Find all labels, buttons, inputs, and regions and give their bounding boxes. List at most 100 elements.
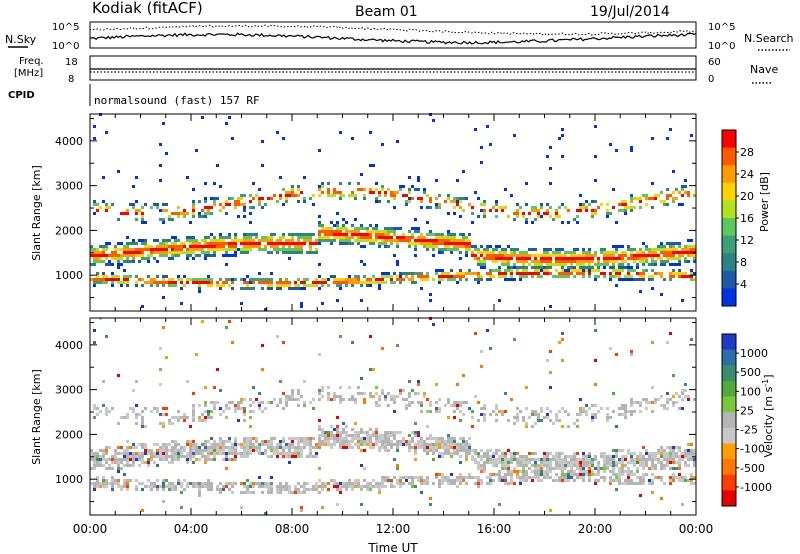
power-cell — [300, 236, 303, 239]
power-cell — [303, 287, 306, 290]
power-cell — [648, 275, 651, 278]
velocity-cell — [426, 443, 429, 446]
power-cell — [393, 191, 396, 194]
power-cell — [321, 278, 324, 281]
velocity-cell — [414, 431, 417, 434]
velocity-cell — [204, 401, 207, 404]
velocity-cell — [342, 485, 345, 488]
velocity-cell — [174, 416, 177, 419]
power-cell — [288, 281, 291, 284]
velocity-cell — [249, 437, 252, 440]
velocity-cell — [366, 440, 369, 443]
velocity-cell — [132, 443, 135, 446]
power-cell — [240, 197, 243, 200]
power-cell — [198, 281, 201, 284]
velocity-cell — [624, 407, 627, 410]
velocity-cell — [660, 452, 663, 455]
velocity-cell — [591, 404, 594, 407]
power-cell — [606, 263, 609, 266]
velocity-cell — [447, 443, 450, 446]
velocity-cell — [210, 410, 213, 413]
power-cell — [522, 251, 525, 254]
velocity-cell — [420, 491, 423, 494]
power-colorbar-tick-label: 16 — [740, 212, 754, 225]
velocity-cell — [669, 449, 672, 452]
velocity-cell — [588, 461, 591, 464]
power-cell — [543, 254, 546, 257]
velocity-cell — [336, 395, 339, 398]
power-cell — [636, 254, 639, 257]
power-cell — [627, 257, 630, 260]
power-cell — [336, 221, 339, 224]
power-cell — [336, 212, 339, 215]
power-cell — [537, 215, 540, 218]
power-cell — [672, 191, 675, 194]
velocity-cell — [267, 401, 270, 404]
power-cell — [219, 278, 222, 281]
power-cell — [426, 221, 429, 224]
velocity-cell — [609, 458, 612, 461]
power-cell — [558, 260, 561, 263]
power-cell — [678, 272, 681, 275]
power-cell — [144, 221, 147, 224]
velocity-cell — [546, 458, 549, 461]
velocity-cell — [306, 440, 309, 443]
velocity-cell — [198, 452, 201, 455]
power-cell — [612, 275, 615, 278]
velocity-cell — [684, 464, 687, 467]
velocity-cell — [603, 464, 606, 467]
power-cell — [390, 236, 393, 239]
power-cell — [282, 203, 285, 206]
velocity-cell — [615, 425, 618, 428]
velocity-cell — [630, 353, 633, 356]
power-cell — [690, 248, 693, 251]
power-cell — [564, 263, 567, 266]
power-cell — [246, 275, 249, 278]
power-cell — [483, 215, 486, 218]
velocity-cell — [642, 473, 645, 476]
velocity-cell — [126, 479, 129, 482]
power-cell — [429, 242, 432, 245]
power-cell — [375, 233, 378, 236]
velocity-cell — [426, 449, 429, 452]
power-cell — [102, 260, 105, 263]
power-cell — [393, 227, 396, 230]
velocity-cell — [195, 443, 198, 446]
power-cell — [150, 245, 153, 248]
velocity-cell — [624, 404, 627, 407]
velocity-cell — [435, 401, 438, 404]
velocity-cell — [561, 338, 564, 341]
power-cell — [246, 287, 249, 290]
power-cell — [606, 257, 609, 260]
power-cell — [204, 254, 207, 257]
power-cell — [681, 188, 684, 191]
velocity-cell — [603, 455, 606, 458]
power-cell — [621, 266, 624, 269]
power-cell — [630, 278, 633, 281]
velocity-cell — [507, 458, 510, 461]
velocity-cell — [369, 488, 372, 491]
velocity-cell — [648, 458, 651, 461]
power-cell — [354, 233, 357, 236]
velocity-cell — [426, 452, 429, 455]
power-cell — [321, 227, 324, 230]
power-cell — [678, 257, 681, 260]
velocity-cell — [582, 470, 585, 473]
velocity-cell — [141, 416, 144, 419]
power-cell — [579, 266, 582, 269]
velocity-cell — [240, 443, 243, 446]
power-cell — [201, 209, 204, 212]
power-cell — [240, 278, 243, 281]
power-cell — [282, 137, 285, 140]
velocity-cell — [522, 479, 525, 482]
velocity-cell — [642, 455, 645, 458]
velocity-cell — [465, 449, 468, 452]
power-cell — [198, 287, 201, 290]
power-cell — [216, 284, 219, 287]
power-cell — [525, 266, 528, 269]
power-cell — [207, 251, 210, 254]
velocity-cell — [231, 341, 234, 344]
power-cell — [276, 131, 279, 134]
velocity-cell — [438, 473, 441, 476]
power-cell — [171, 251, 174, 254]
